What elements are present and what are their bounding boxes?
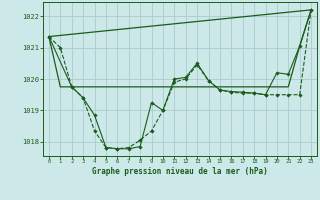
X-axis label: Graphe pression niveau de la mer (hPa): Graphe pression niveau de la mer (hPa) [92, 167, 268, 176]
